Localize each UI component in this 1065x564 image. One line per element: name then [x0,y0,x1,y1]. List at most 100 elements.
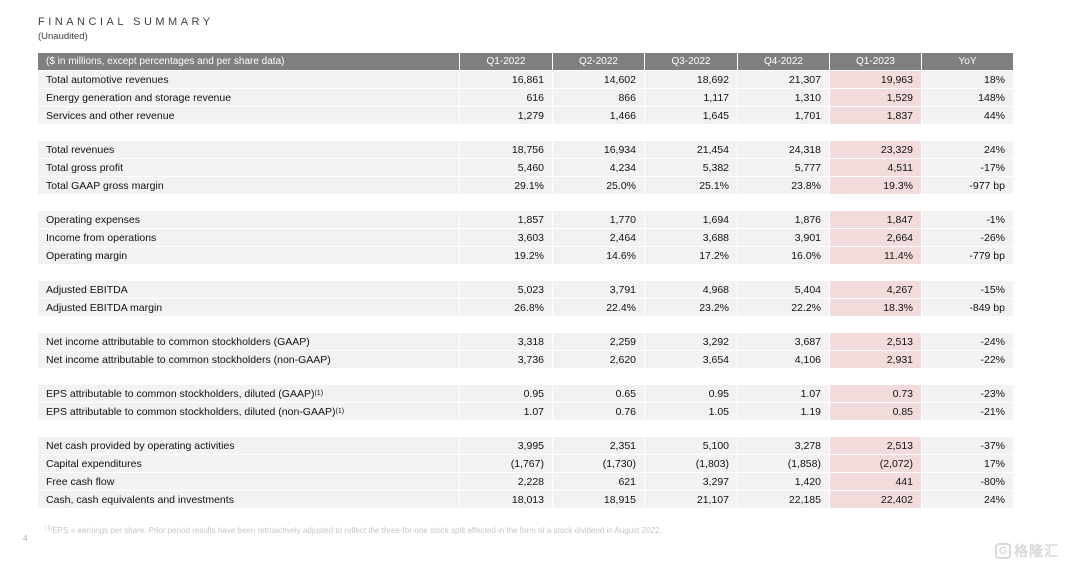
cell-q4-2022: 22,185 [738,491,830,508]
table-row: Total GAAP gross margin 29.1% 25.0% 25.1% 23… [38,177,1013,194]
cell-q1-2023: 18.3% [830,299,922,316]
cell-yoy: -977 bp [922,177,1013,194]
table-row: Cash, cash equivalents and investments 18… [38,491,1013,508]
cell-q2-2022: 18,915 [553,491,645,508]
cell-q1-2022: 3,603 [460,229,553,246]
table-section-gap [38,195,1013,211]
cell-q1-2022: 18,013 [460,491,553,508]
col-header-q3-2022: Q3-2022 [645,53,738,70]
cell-q1-2023: 11.4% [830,247,922,264]
cell-q3-2022: 3,654 [645,351,738,368]
cell-q3-2022: 3,297 [645,473,738,490]
cell-yoy: -15% [922,281,1013,298]
cell-q1-2022: 3,318 [460,333,553,350]
cell-q2-2022: 1,770 [553,211,645,228]
cell-q2-2022: (1,730) [553,455,645,472]
cell-q4-2022: 1,701 [738,107,830,124]
table-row: Services and other revenue 1,279 1,466 1,64… [38,107,1013,124]
cell-q4-2022: 3,278 [738,437,830,454]
col-header-q1-2023: Q1-2023 [830,53,922,70]
cell-yoy: -24% [922,333,1013,350]
cell-q3-2022: (1,803) [645,455,738,472]
row-label: Free cash flow [38,473,460,490]
cell-q3-2022: 18,692 [645,71,738,88]
table-section-gap [38,317,1013,333]
cell-q1-2022: 18,756 [460,141,553,158]
cell-yoy: 17% [922,455,1013,472]
table-row: Operating margin 19.2% 14.6% 17.2% 16.0% 11.4… [38,247,1013,264]
cell-q1-2023: (2,072) [830,455,922,472]
cell-q1-2023: 19.3% [830,177,922,194]
cell-q4-2022: 24,318 [738,141,830,158]
cell-q1-2023: 2,513 [830,333,922,350]
cell-yoy: -779 bp [922,247,1013,264]
col-header-q2-2022: Q2-2022 [553,53,645,70]
page-number: 4 [23,533,28,543]
cell-q2-2022: 22.4% [553,299,645,316]
cell-q1-2022: 1,279 [460,107,553,124]
col-header-q4-2022: Q4-2022 [738,53,830,70]
cell-q2-2022: 2,259 [553,333,645,350]
title-block: FINANCIAL SUMMARY (Unaudited) [38,16,214,42]
cell-q4-2022: (1,858) [738,455,830,472]
cell-q2-2022: 4,234 [553,159,645,176]
row-label: Operating expenses [38,211,460,228]
col-header-metric: ($ in millions, except percentages and p… [38,53,460,70]
cell-q3-2022: 3,688 [645,229,738,246]
row-label: Services and other revenue [38,107,460,124]
footnote-superscript: (1) [45,525,53,532]
row-label: EPS attributable to common stockholders,… [38,385,460,402]
cell-q1-2022: 616 [460,89,553,106]
cell-yoy: -22% [922,351,1013,368]
table-section-gap [38,421,1013,437]
cell-q2-2022: 16,934 [553,141,645,158]
footnote: (1)EPS = earnings per share. Prior perio… [45,525,662,535]
row-label: Total revenues [38,141,460,158]
cell-q2-2022: 0.65 [553,385,645,402]
cell-q1-2023: 4,511 [830,159,922,176]
cell-q2-2022: 0.76 [553,403,645,420]
cell-q1-2022: 1,857 [460,211,553,228]
cell-q3-2022: 25.1% [645,177,738,194]
cell-q4-2022: 1,876 [738,211,830,228]
cell-q1-2023: 1,529 [830,89,922,106]
cell-q2-2022: 2,620 [553,351,645,368]
cell-q1-2022: 16,861 [460,71,553,88]
table-row: Capital expenditures (1,767) (1,730) (1,803… [38,455,1013,472]
table-section-gap [38,125,1013,141]
cell-q3-2022: 4,968 [645,281,738,298]
cell-q2-2022: 14.6% [553,247,645,264]
summary-table-body: Total automotive revenues 16,861 14,602 18,… [38,71,1013,508]
cell-q4-2022: 1,310 [738,89,830,106]
cell-q4-2022: 1.07 [738,385,830,402]
gelonghui-g-icon: G [995,543,1011,559]
cell-q4-2022: 3,687 [738,333,830,350]
table-row: Energy generation and storage revenue 616… [38,89,1013,106]
row-label: Net cash provided by operating activitie… [38,437,460,454]
cell-q1-2023: 4,267 [830,281,922,298]
cell-yoy: 148% [922,89,1013,106]
cell-q4-2022: 3,901 [738,229,830,246]
row-label: Net income attributable to common stockh… [38,333,460,350]
cell-yoy: -1% [922,211,1013,228]
cell-yoy: -17% [922,159,1013,176]
table-row: Total gross profit 5,460 4,234 5,382 5,777 4,… [38,159,1013,176]
cell-q1-2023: 22,402 [830,491,922,508]
cell-yoy: 44% [922,107,1013,124]
table-row: Total revenues 18,756 16,934 21,454 24,318 23… [38,141,1013,158]
cell-yoy: -21% [922,403,1013,420]
cell-q3-2022: 1.05 [645,403,738,420]
cell-q1-2023: 2,931 [830,351,922,368]
table-row: Net income attributable to common stockh… [38,351,1013,368]
cell-q4-2022: 5,404 [738,281,830,298]
cell-yoy: 24% [922,491,1013,508]
cell-q3-2022: 17.2% [645,247,738,264]
cell-q3-2022: 21,107 [645,491,738,508]
cell-q2-2022: 2,464 [553,229,645,246]
row-label: Total gross profit [38,159,460,176]
cell-yoy: -849 bp [922,299,1013,316]
row-label: EPS attributable to common stockholders,… [38,403,460,420]
cell-q3-2022: 23.2% [645,299,738,316]
cell-q2-2022: 2,351 [553,437,645,454]
